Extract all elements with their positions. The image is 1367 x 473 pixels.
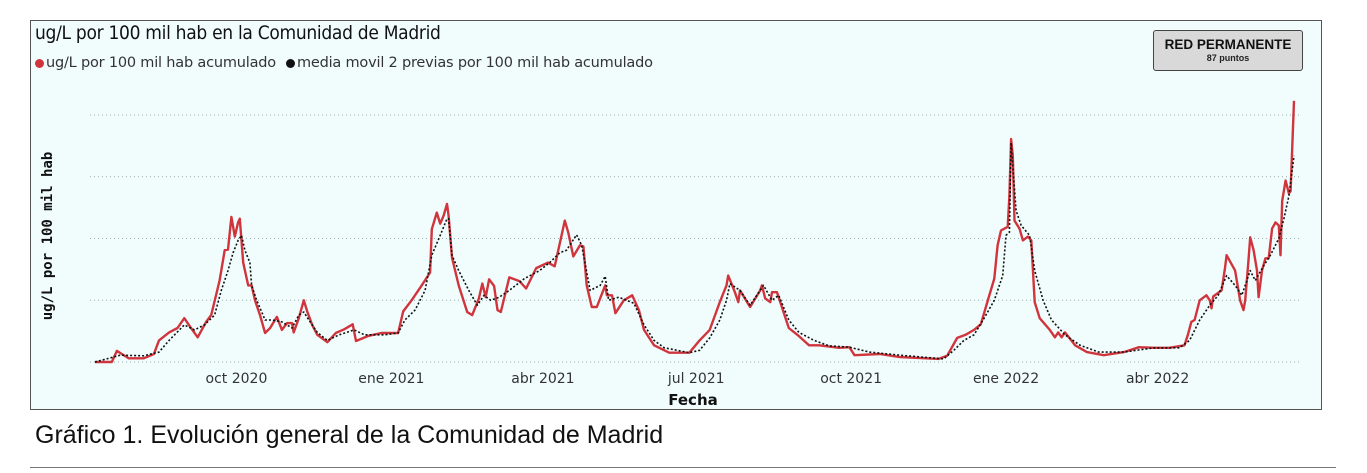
series-line-1	[95, 100, 1296, 364]
x-tick-label: ene 2021	[358, 371, 424, 387]
x-tick-label: ene 2022	[973, 371, 1039, 387]
chart-frame	[30, 20, 1322, 410]
chart-title: ug/L por 100 mil hab en la Comunidad de …	[35, 22, 441, 44]
x-axis-label: Fecha	[668, 391, 718, 409]
legend-dot-black-icon	[285, 58, 295, 68]
figure-caption: Gráfico 1. Evolución general de la Comun…	[35, 421, 664, 449]
badge-title: RED PERMANENTE	[1164, 37, 1292, 52]
x-tick-label: oct 2021	[820, 371, 882, 387]
x-tick-label: oct 2020	[206, 371, 268, 387]
legend-dot-red-icon	[35, 58, 44, 68]
legend-label: ug/L por 100 mil hab acumulado	[46, 55, 276, 71]
x-tick-label: jul 2021	[667, 371, 725, 387]
legend: ug/L por 100 mil hab acumulado media mov…	[35, 55, 659, 71]
series-line-2	[94, 142, 1295, 363]
y-axis-label: ug/L por 100 mil hab	[40, 152, 56, 321]
badge-subtitle: 87 puntos	[1206, 53, 1250, 63]
legend-label: media movil 2 previas por 100 mil hab ac…	[296, 55, 653, 71]
x-tick-label: abr 2022	[1126, 371, 1189, 387]
legend-item-series-2[interactable]: media movil 2 previas por 100 mil hab ac…	[285, 55, 653, 71]
legend-item-series-1[interactable]: ug/L por 100 mil hab acumulado	[35, 55, 276, 71]
red-permanente-badge: RED PERMANENTE 87 puntos	[1153, 30, 1303, 71]
divider	[30, 467, 1336, 468]
x-tick-label: abr 2021	[511, 371, 574, 387]
